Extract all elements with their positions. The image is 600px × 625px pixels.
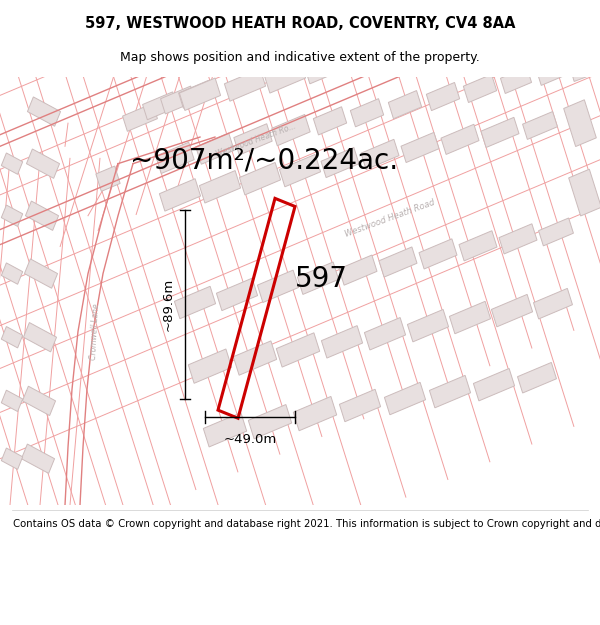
Polygon shape [196, 133, 234, 164]
Polygon shape [506, 16, 544, 46]
Polygon shape [217, 278, 257, 311]
Polygon shape [419, 239, 457, 269]
Polygon shape [199, 171, 241, 203]
Polygon shape [441, 124, 479, 154]
Polygon shape [361, 139, 399, 169]
Polygon shape [427, 82, 460, 111]
Polygon shape [346, 44, 384, 74]
Polygon shape [430, 376, 470, 408]
Polygon shape [468, 0, 512, 38]
Polygon shape [304, 51, 346, 84]
Polygon shape [272, 114, 310, 146]
Polygon shape [538, 0, 572, 17]
Polygon shape [473, 369, 515, 401]
Polygon shape [265, 61, 305, 93]
Polygon shape [500, 68, 532, 94]
Polygon shape [539, 218, 574, 246]
Polygon shape [179, 78, 221, 111]
Polygon shape [26, 149, 59, 178]
Text: ~49.0m: ~49.0m [223, 433, 277, 446]
Text: Cromwell Lane: Cromwell Lane [89, 303, 101, 360]
Polygon shape [25, 259, 58, 288]
Polygon shape [459, 231, 497, 261]
Polygon shape [388, 91, 422, 119]
Polygon shape [523, 111, 557, 139]
Polygon shape [257, 270, 299, 302]
Text: Westwood Heath Road: Westwood Heath Road [344, 198, 436, 239]
Polygon shape [449, 301, 491, 334]
Polygon shape [339, 255, 377, 285]
Text: ~907m²/~0.224ac.: ~907m²/~0.224ac. [130, 146, 398, 174]
Polygon shape [239, 162, 281, 195]
Polygon shape [1, 205, 23, 226]
Polygon shape [234, 124, 272, 155]
Polygon shape [569, 169, 600, 216]
Polygon shape [491, 294, 533, 327]
Polygon shape [188, 349, 232, 383]
Polygon shape [179, 80, 214, 108]
Text: ~89.6m: ~89.6m [162, 278, 175, 331]
Polygon shape [25, 201, 59, 231]
Polygon shape [233, 341, 277, 375]
Polygon shape [96, 166, 120, 191]
Polygon shape [1, 263, 23, 284]
Polygon shape [175, 286, 215, 319]
Polygon shape [248, 404, 292, 439]
Polygon shape [1, 153, 23, 174]
Polygon shape [545, 10, 580, 38]
Polygon shape [293, 396, 337, 431]
Polygon shape [313, 107, 347, 135]
Polygon shape [515, 0, 554, 30]
Polygon shape [1, 448, 23, 469]
Polygon shape [22, 444, 55, 473]
Polygon shape [386, 36, 424, 66]
Polygon shape [533, 288, 572, 319]
Text: 597, WESTWOOD HEATH ROAD, COVENTRY, CV4 8AA: 597, WESTWOOD HEATH ROAD, COVENTRY, CV4 … [85, 16, 515, 31]
Polygon shape [466, 22, 504, 52]
Polygon shape [569, 49, 600, 81]
Polygon shape [321, 148, 359, 178]
Text: Contains OS data © Crown copyright and database right 2021. This information is : Contains OS data © Crown copyright and d… [13, 519, 600, 529]
Polygon shape [379, 247, 417, 277]
Polygon shape [161, 86, 196, 114]
Polygon shape [203, 412, 247, 447]
Polygon shape [28, 97, 61, 126]
Polygon shape [563, 100, 596, 146]
Polygon shape [540, 21, 590, 64]
Polygon shape [407, 309, 449, 342]
Text: 597: 597 [295, 266, 348, 293]
Polygon shape [156, 142, 194, 174]
Text: Map shows position and indicative extent of the property.: Map shows position and indicative extent… [120, 51, 480, 64]
Polygon shape [280, 154, 320, 187]
Polygon shape [340, 389, 380, 422]
Polygon shape [518, 362, 556, 393]
Polygon shape [536, 59, 568, 86]
Polygon shape [401, 132, 439, 162]
Polygon shape [23, 322, 56, 352]
Polygon shape [322, 326, 362, 358]
Polygon shape [463, 74, 497, 102]
Polygon shape [298, 262, 338, 294]
Polygon shape [1, 390, 23, 411]
Polygon shape [1, 326, 23, 348]
Polygon shape [499, 224, 537, 254]
Polygon shape [22, 386, 56, 416]
Polygon shape [448, 0, 492, 3]
Polygon shape [276, 332, 320, 367]
Polygon shape [426, 29, 464, 59]
Polygon shape [143, 92, 178, 120]
Polygon shape [385, 382, 425, 415]
Polygon shape [224, 69, 266, 101]
Text: Westwood Heath Ro...: Westwood Heath Ro... [215, 122, 298, 159]
Polygon shape [481, 118, 519, 148]
Polygon shape [122, 103, 157, 131]
Polygon shape [350, 99, 383, 127]
Polygon shape [364, 318, 406, 350]
Polygon shape [160, 179, 200, 211]
